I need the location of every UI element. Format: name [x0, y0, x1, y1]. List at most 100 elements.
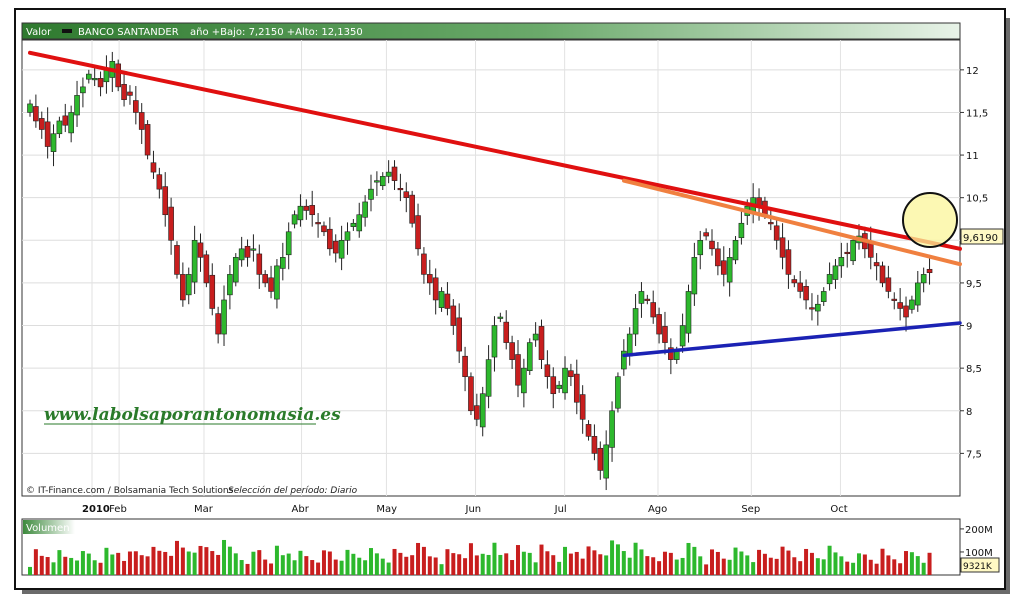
y-tick-label: 11 [966, 151, 979, 162]
candle-body [732, 239, 739, 261]
candle-body [180, 274, 186, 301]
candle-body [615, 376, 621, 409]
volume-bar [621, 551, 626, 575]
candle-body [497, 316, 504, 319]
candle-body [897, 302, 903, 309]
volume-bar [698, 556, 703, 575]
volume-bar [257, 550, 262, 575]
y-tick-label: 12 [966, 66, 979, 77]
candle-body [703, 232, 709, 237]
candle-body [691, 257, 698, 295]
volume-bar [386, 562, 391, 575]
volume-bar [233, 553, 238, 575]
volume-bar [222, 539, 227, 575]
volume-bar [104, 547, 109, 575]
candle-body [844, 251, 851, 255]
candle-body [368, 188, 374, 200]
volume-bar [657, 561, 662, 575]
candle-body [538, 326, 545, 360]
candle-body [838, 257, 845, 267]
volume-bar [557, 561, 562, 575]
candle-body [362, 201, 368, 218]
volume-bar [186, 551, 191, 575]
candle-body [544, 364, 551, 377]
candle-body [127, 91, 133, 96]
volume-bar [180, 547, 185, 575]
candle-body [632, 308, 639, 335]
candle-body [662, 326, 668, 343]
volume-bar [474, 555, 479, 575]
candle-body [80, 86, 86, 94]
x-tick-label: Sep [741, 504, 760, 515]
volume-axis: 200M 100M [960, 525, 993, 559]
volume-bar [133, 551, 138, 575]
candle-body [209, 274, 216, 309]
candle-body [315, 222, 321, 225]
volume-bar [615, 544, 620, 575]
volume-bar [815, 558, 820, 575]
volume-bar [533, 562, 538, 575]
volume-bar [686, 542, 691, 575]
volume-label-bg [23, 520, 75, 534]
volume-bar [421, 546, 426, 575]
volume-bar [192, 552, 197, 575]
period-text: Selección del período: Diario [228, 485, 358, 496]
candle-body [27, 103, 33, 113]
candle-body [562, 367, 568, 394]
credits-text: © IT-Finance.com / Bolsamania Tech Solut… [26, 486, 234, 496]
candle-body [479, 393, 486, 428]
candle-body [227, 274, 233, 296]
candle-body [644, 298, 651, 301]
volume-bar [545, 551, 550, 575]
volume-bar [839, 556, 844, 575]
volume-bar [416, 542, 421, 575]
last-price-box [960, 228, 1004, 245]
candle-body [215, 313, 221, 335]
x-tick-label: Oct [830, 504, 847, 515]
candle-body [579, 394, 586, 420]
volume-bar [892, 559, 897, 575]
volume-bar [639, 549, 644, 575]
volume-bar [63, 556, 68, 575]
volume-bar [227, 546, 232, 575]
volume-bar [204, 547, 209, 575]
volume-bar [809, 552, 814, 575]
volume-bar [463, 558, 468, 575]
volume-bar [927, 552, 932, 575]
volume-bar [145, 556, 150, 575]
trendline-support [622, 321, 962, 358]
highlight-circle [902, 192, 958, 248]
candle-body [468, 376, 474, 412]
candle-body [597, 447, 604, 471]
candle-body [521, 367, 527, 394]
x-tick-label: Abr [292, 504, 310, 515]
volume-bar [762, 553, 767, 575]
candle-body [809, 307, 815, 310]
volume-bar [580, 558, 585, 575]
volume-bar [292, 560, 297, 575]
volume-tick-label: 200M [965, 525, 993, 536]
candle-body [291, 214, 298, 225]
candle-body [244, 245, 251, 258]
volume-bar [75, 560, 80, 575]
candle-body [773, 225, 780, 241]
volume-bar [592, 550, 597, 575]
volume-bar [704, 564, 709, 575]
last-volume-label: 9321K [963, 562, 993, 572]
trendline-resistance-main [28, 50, 962, 251]
candle-body [873, 262, 880, 267]
y-tick-label: 8 [966, 407, 972, 418]
volume-bar [380, 558, 385, 575]
volume-bar [898, 563, 903, 575]
candle-body [321, 225, 327, 233]
candle-body [803, 286, 809, 301]
volume-bar [69, 557, 74, 575]
volume-bar [274, 545, 279, 575]
volume-bar [486, 554, 491, 575]
volume-bar [651, 557, 656, 575]
volume-bar [298, 550, 303, 575]
candle-body [256, 253, 263, 275]
volume-bar [851, 562, 856, 575]
candle-body [462, 355, 468, 377]
